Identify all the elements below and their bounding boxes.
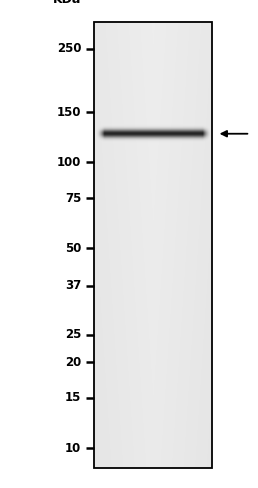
Text: KDa: KDa bbox=[53, 0, 81, 6]
Bar bbox=[94, 22, 212, 468]
Text: 100: 100 bbox=[57, 156, 81, 169]
Text: 75: 75 bbox=[65, 192, 81, 204]
Text: 10: 10 bbox=[65, 442, 81, 455]
Text: 15: 15 bbox=[65, 391, 81, 405]
Text: 37: 37 bbox=[65, 279, 81, 292]
Text: 250: 250 bbox=[57, 42, 81, 55]
Text: 25: 25 bbox=[65, 328, 81, 341]
Text: 20: 20 bbox=[65, 356, 81, 369]
Text: 50: 50 bbox=[65, 242, 81, 255]
Text: 150: 150 bbox=[57, 105, 81, 119]
